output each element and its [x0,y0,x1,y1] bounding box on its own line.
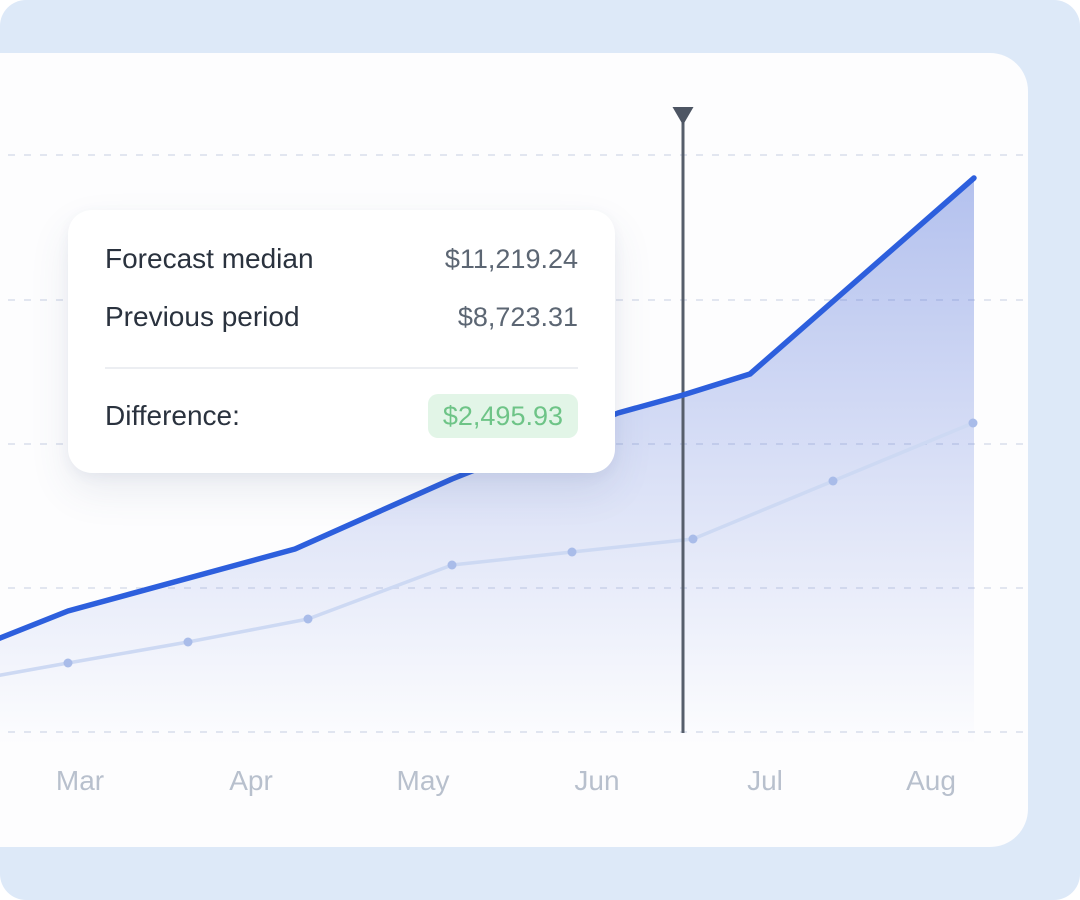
tooltip-divider [105,367,578,369]
tooltip-row-previous-period: Previous period $8,723.31 [105,301,578,333]
cursor-handle-icon[interactable] [672,107,694,125]
x-axis-label-mar: Mar [55,765,105,796]
x-axis-label-jul: Jul [747,765,783,796]
previous-period-point-4 [567,547,577,557]
previous-period-point-2 [303,614,313,624]
previous-period-point-5 [688,534,698,544]
previous-period-value: $8,723.31 [457,301,578,332]
previous-period-point-6 [828,476,838,486]
previous-period-point-1 [183,637,193,647]
x-axis-label-apr: Apr [229,765,273,796]
forecast-median-value: $11,219.24 [444,243,578,274]
x-axis-label-aug: Aug [906,765,956,796]
tooltip-row-forecast-median: Forecast median $11,219.24 [105,243,578,275]
difference-label: Difference: [105,400,240,431]
previous-period-label: Previous period [105,301,300,332]
x-axis-label-may: May [396,765,450,796]
x-axis-label-jun: Jun [574,765,620,796]
forecast-area-fill [0,178,974,745]
previous-period-point-3 [447,560,457,570]
difference-value-badge: $2,495.93 [427,394,578,438]
chart-tooltip: Forecast median $11,219.24 Previous peri… [68,210,615,473]
forecast-median-label: Forecast median [105,243,314,274]
tooltip-row-difference: Difference: $2,495.93 [105,394,578,438]
previous-period-point-7 [968,418,978,428]
previous-period-point-0 [63,658,73,668]
